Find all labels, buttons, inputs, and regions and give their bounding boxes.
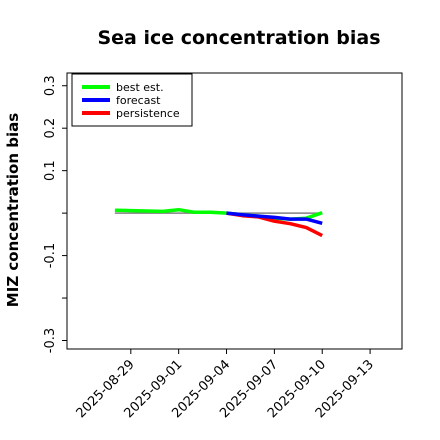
y-tick-label: -0.1 <box>43 243 58 268</box>
plot-frame <box>66 72 403 350</box>
chart-title: Sea ice concentration bias <box>97 27 380 49</box>
y-tick-label: 0.2 <box>43 118 58 139</box>
legend-label: persistence <box>116 107 180 120</box>
series-line-forecast <box>226 211 323 225</box>
y-axis-label: MIZ concentration bias <box>4 113 22 307</box>
legend-label: forecast <box>116 94 161 107</box>
y-tick-label: 0.1 <box>43 160 58 181</box>
plot-area: -0.3-0.10.10.20.32025-08-292025-09-01202… <box>43 72 403 421</box>
y-tick-label: 0.3 <box>43 75 58 96</box>
y-tick-label: -0.3 <box>43 328 58 353</box>
legend-label: best est. <box>116 81 164 94</box>
